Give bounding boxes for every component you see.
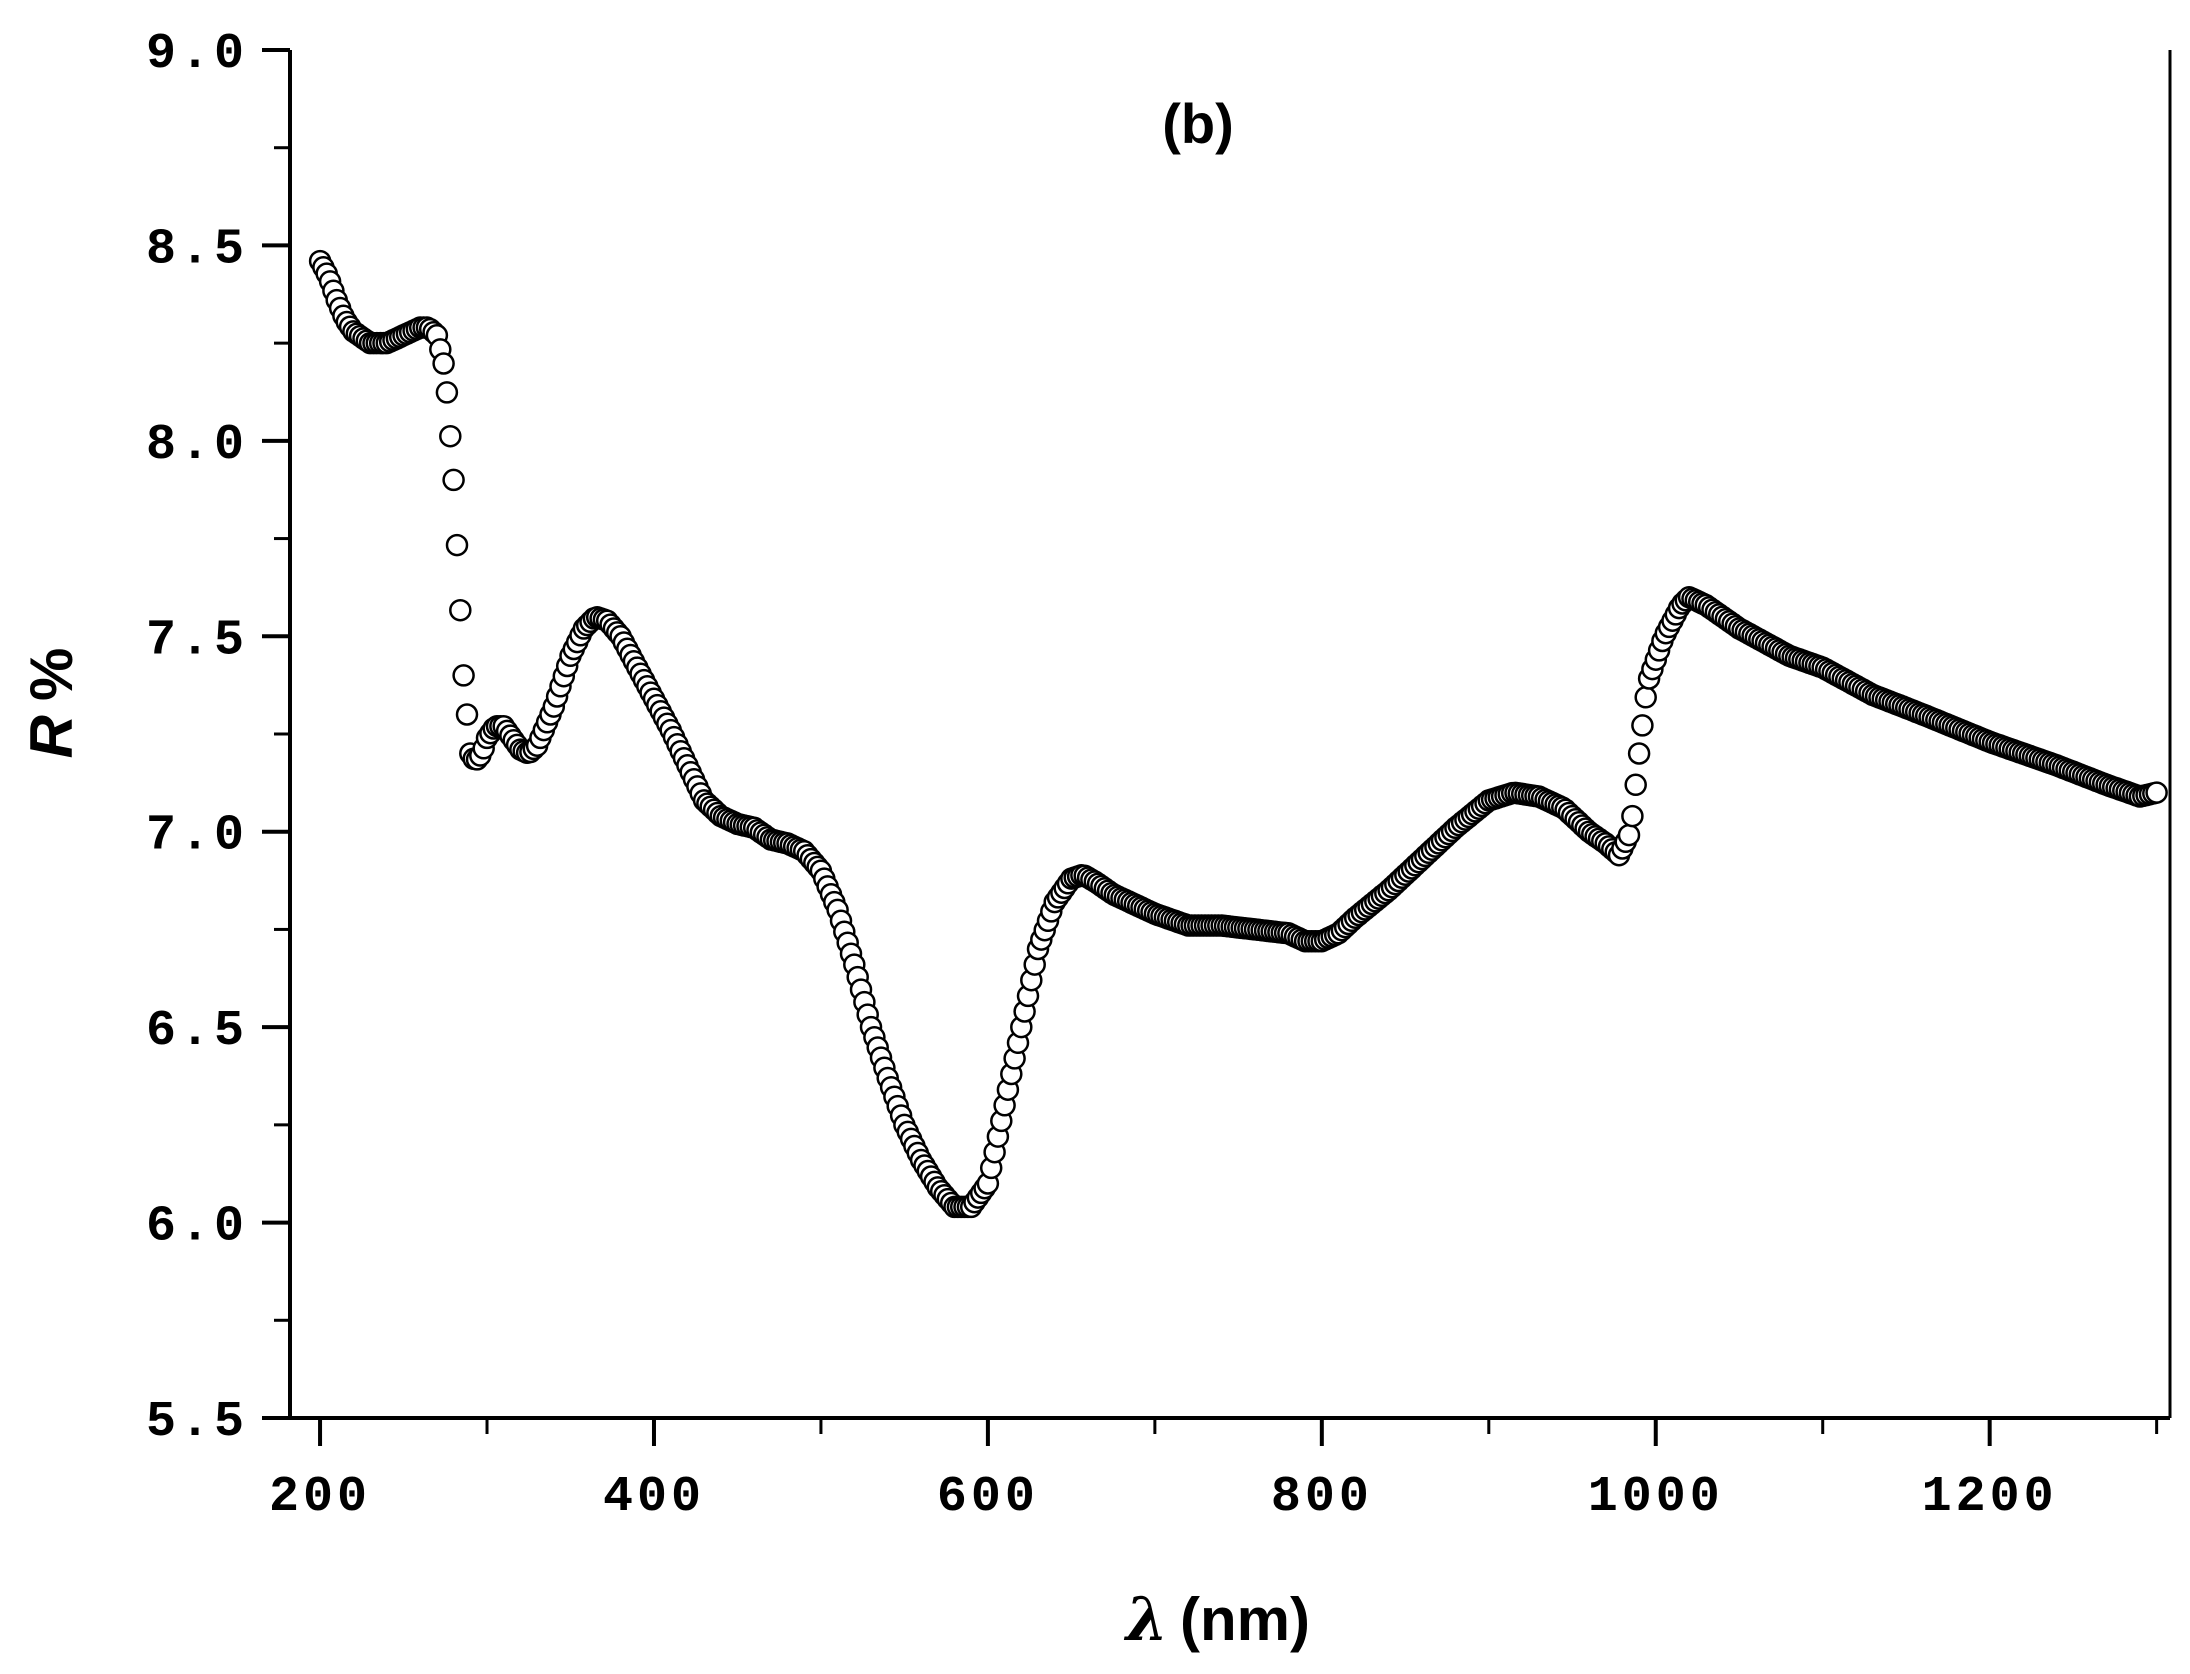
data-point [452, 664, 475, 687]
x-tick-label: 1000 [1588, 1469, 1724, 1526]
y-axis-title: R% [18, 648, 85, 759]
y-tick-label: 8.0 [146, 417, 248, 474]
data-point [1621, 804, 1644, 828]
data-point [439, 424, 462, 448]
x-tick-label: 600 [937, 1469, 1039, 1526]
x-axis-unit: (nm) [1180, 1586, 1310, 1653]
data-point [1631, 714, 1654, 737]
data-point [1624, 773, 1647, 797]
data-point [435, 381, 459, 404]
y-tick-label: 8.5 [146, 221, 248, 278]
data-point [442, 468, 465, 492]
x-tick-label: 1200 [1922, 1469, 2058, 1526]
x-tick-label: 400 [603, 1469, 705, 1526]
ticks: 5.5 6.0 6.5 7.0 7.5 8.0 8.5 9.0 200 400 600 800 1000… [146, 26, 2159, 1526]
x-tick-label: 800 [1271, 1469, 1373, 1526]
y-tick-label: 7.0 [146, 808, 248, 865]
data-point [1617, 823, 1641, 847]
y-axis-unit: % [18, 648, 85, 701]
y-tick-label: 7.5 [146, 612, 248, 669]
y-tick-label: 6.0 [146, 1199, 248, 1256]
panel-label: (b) [1162, 92, 1234, 155]
y-axis-symbol: R [18, 715, 85, 758]
x-axis-title: λ (nm) [1123, 1585, 1310, 1655]
axes [288, 50, 2172, 1420]
y-tick-label: 9.0 [146, 26, 248, 83]
data-point [432, 352, 455, 375]
y-tick-label: 6.5 [146, 1003, 248, 1060]
data-point [1627, 742, 1651, 765]
data-point [449, 598, 472, 622]
y-tick-label: 5.5 [146, 1394, 248, 1451]
data-point [1634, 686, 1657, 709]
x-axis-symbol: λ [1123, 1585, 1168, 1655]
x-tick-label: 200 [269, 1469, 371, 1526]
data-markers [308, 249, 2168, 1219]
data-point [445, 533, 469, 557]
data-point [455, 703, 479, 726]
data-point [2145, 781, 2168, 804]
